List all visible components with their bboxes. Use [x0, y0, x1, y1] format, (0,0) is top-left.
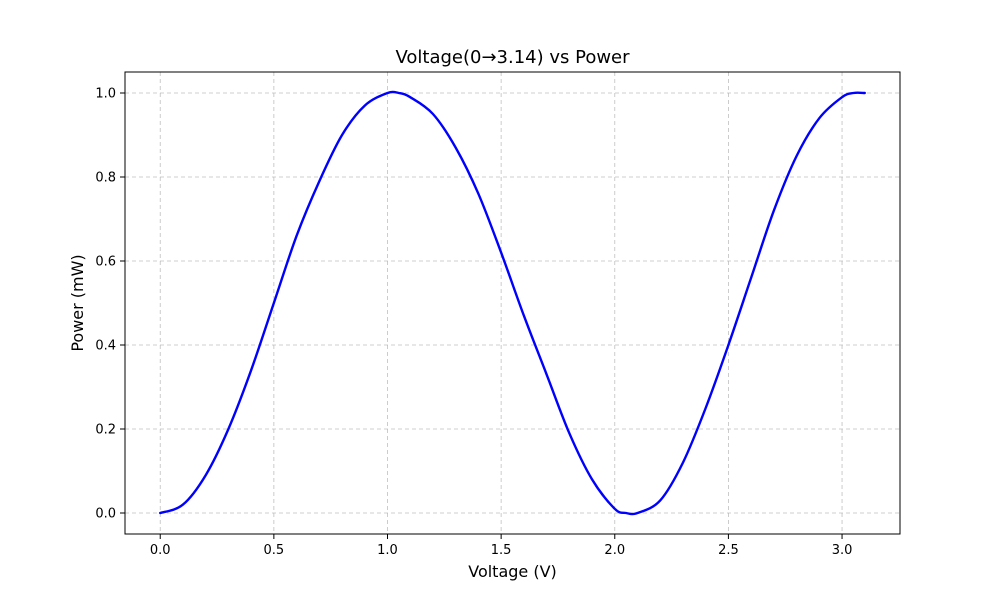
- plot-area-frame: [124, 71, 901, 535]
- y-tick-label: 0.2: [95, 423, 116, 438]
- x-tick-label: 0.5: [264, 543, 285, 558]
- x-tick-label: 2.0: [604, 543, 625, 558]
- x-axis-ticks: 0.0 0.5 1.0 1.5 2.0 2.5 3.0: [150, 534, 853, 558]
- chart-title: Voltage(0→3.14) vs Power: [395, 47, 630, 68]
- x-tick-label: 0.0: [150, 543, 171, 558]
- x-tick-label: 2.5: [718, 543, 739, 558]
- x-tick-label: 1.0: [377, 543, 398, 558]
- x-axis-label: Voltage (V): [468, 562, 557, 581]
- x-tick-label: 1.5: [491, 543, 512, 558]
- x-tick-label: 3.0: [832, 543, 853, 558]
- grid: [125, 72, 900, 534]
- power-series-line: [159, 90, 866, 516]
- y-tick-label: 0.4: [95, 339, 116, 354]
- y-tick-label: 0.6: [95, 255, 116, 270]
- y-axis-label: Power (mW): [68, 254, 87, 351]
- y-axis-ticks: 0.0 0.2 0.4 0.6 0.8 1.0: [95, 87, 125, 522]
- y-tick-label: 0.0: [95, 507, 116, 522]
- series-layer: [159, 90, 866, 516]
- y-tick-label: 0.8: [95, 171, 116, 186]
- y-tick-label: 1.0: [95, 87, 116, 102]
